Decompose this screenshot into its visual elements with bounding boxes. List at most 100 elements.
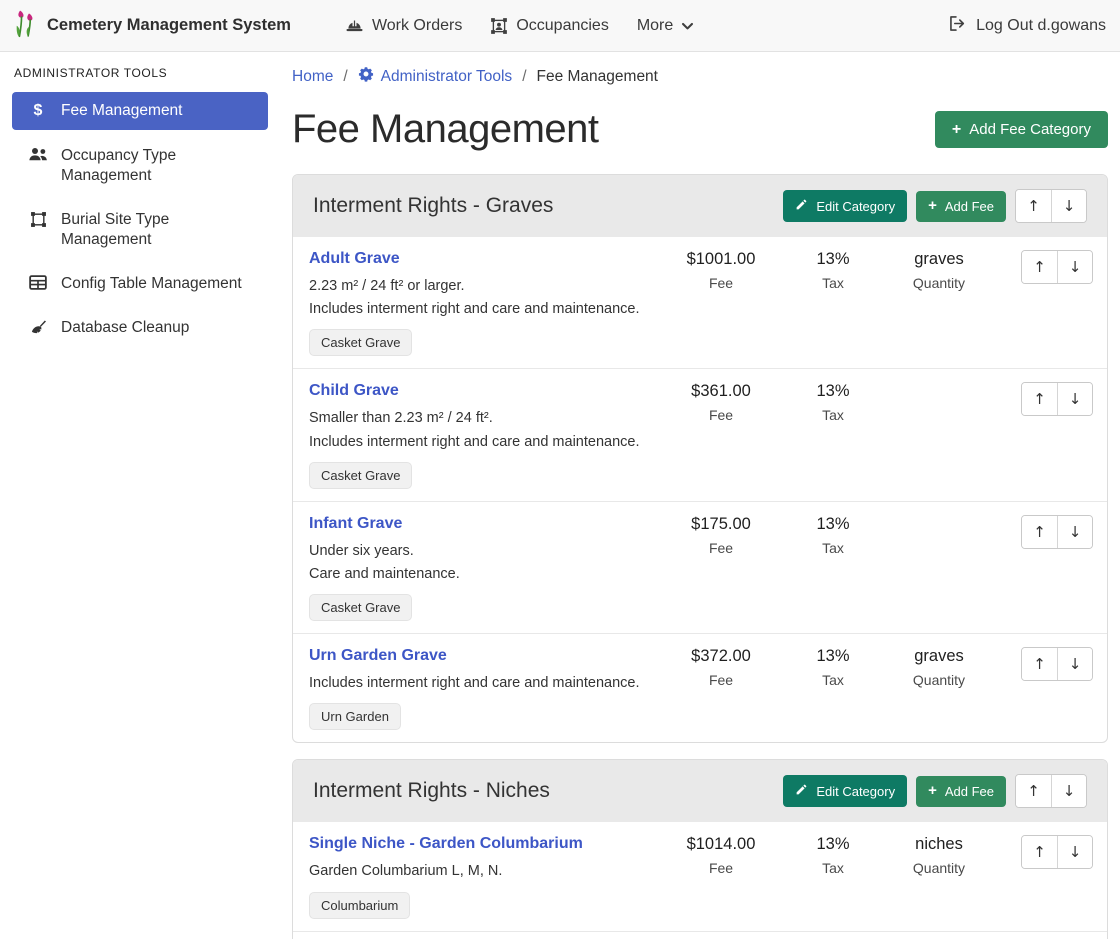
breadcrumb-home-link[interactable]: Home [292, 67, 334, 85]
fee-name-link[interactable]: Urn Garden Grave [309, 647, 447, 665]
fee-amount-label: Fee [708, 672, 734, 689]
nav-item-occupancies[interactable]: Occupancies [490, 17, 609, 35]
fee-description-1: Includes interment right and care and ma… [309, 675, 640, 692]
plus-icon: + [951, 120, 962, 138]
fee-tax-column: 13% Tax [785, 835, 881, 876]
move-fee-down-button[interactable]: ↓ [1057, 251, 1092, 283]
fee-reorder-group: ↑ ↓ [1021, 382, 1093, 417]
fee-category-header: Interment Rights - Graves Edit Category … [293, 175, 1107, 237]
fee-amount: $372.00 [691, 647, 751, 666]
fee-description-2: Includes interment right and care and ma… [309, 301, 640, 318]
fee-tax: 13% [816, 647, 850, 666]
fee-amount: $1001.00 [686, 250, 756, 268]
fee-name-link[interactable]: Child Grave [309, 382, 399, 400]
move-fee-down-button[interactable]: ↓ [1057, 836, 1092, 869]
edit-category-label: Edit Category [816, 198, 896, 214]
sidebar-item-burial-site-type-management[interactable]: Burial Site Type Management [12, 202, 268, 258]
main-content: Home / Administrator Tools / Fee Managem… [280, 52, 1120, 939]
move-fee-up-button[interactable]: ↑ [1022, 383, 1057, 416]
logout-button[interactable]: Log Out d.gowans [948, 15, 1106, 37]
nav-item-work-orders[interactable]: Work Orders [345, 17, 462, 35]
broom-icon [28, 319, 48, 335]
move-category-up-button[interactable]: ↑ [1016, 190, 1051, 222]
fee-quantity-column: niches Quantity [881, 835, 997, 876]
fee-quantity-label: Quantity [912, 275, 966, 291]
fee-tax-column: 13% Tax [785, 250, 881, 291]
move-fee-up-button[interactable]: ↑ [1022, 515, 1057, 548]
move-category-up-button[interactable]: ↑ [1016, 775, 1051, 808]
move-category-down-button[interactable]: ↓ [1051, 190, 1086, 222]
category-reorder-group: ↑ ↓ [1015, 189, 1087, 223]
fee-amount-column: $1001.00 Fee [657, 250, 785, 291]
fee-row: Single Niche - Garden Columbarium Garden… [293, 822, 1107, 932]
pencil-icon [795, 783, 808, 799]
fee-quantity-column [881, 515, 997, 521]
sidebar-item-occupancy-type-management[interactable]: Occupancy Type Management [12, 138, 268, 194]
move-fee-up-button[interactable]: ↑ [1022, 836, 1057, 869]
fee-name-link[interactable]: Single Niche - Garden Columbarium [309, 835, 583, 853]
nav-item-label: More [636, 16, 674, 34]
fee-type-badge: Casket Grave [309, 329, 413, 357]
top-navbar: Cemetery Management System Work Orders O… [0, 0, 1120, 52]
breadcrumb-admin-tools-link[interactable]: Administrator Tools [358, 66, 513, 87]
fee-name-link[interactable]: Adult Grave [309, 250, 400, 267]
fee-quantity-unit: niches [915, 835, 963, 854]
sidebar-item-database-cleanup[interactable]: Database Cleanup [12, 310, 268, 346]
fee-tax-column: 13% Tax [785, 382, 881, 423]
breadcrumb-current: Fee Management [536, 67, 659, 85]
fee-category-card: Interment Rights - Niches Edit Category … [292, 759, 1108, 939]
fee-tax-label: Tax [822, 860, 844, 877]
move-category-down-button[interactable]: ↓ [1051, 775, 1086, 808]
fee-category-header: Interment Rights - Niches Edit Category … [293, 760, 1107, 823]
add-fee-label: Add Fee [944, 198, 994, 214]
fee-name-link[interactable]: Infant Grave [309, 514, 403, 532]
move-fee-up-button[interactable]: ↑ [1022, 648, 1057, 681]
fee-row: Infant Grave Under six years. Care and m… [293, 502, 1107, 635]
fee-row: Companion Niche - Garden Columbarium Gar… [293, 932, 1107, 939]
fee-list: Single Niche - Garden Columbarium Garden… [293, 822, 1107, 939]
add-fee-category-button[interactable]: + Add Fee Category [934, 111, 1108, 148]
fee-amount-column: $175.00 Fee [657, 515, 785, 556]
fee-tax-label: Tax [822, 672, 844, 689]
chevron-down-icon [681, 21, 694, 31]
add-fee-label: Add Fee [944, 783, 994, 799]
occupant-portrait-icon [490, 17, 508, 35]
edit-category-button[interactable]: Edit Category [783, 775, 908, 808]
sidebar-item-config-table-management[interactable]: Config Table Management [12, 266, 268, 302]
nav-item-more[interactable]: More [637, 17, 694, 35]
nav-item-label: Occupancies [516, 16, 609, 34]
edit-category-label: Edit Category [816, 783, 896, 799]
add-fee-button[interactable]: + Add Fee [916, 190, 1006, 222]
nav-item-label: Work Orders [371, 16, 463, 34]
sidebar-item-label: Occupancy Type Management [61, 147, 177, 184]
fee-description-2: Care and maintenance. [309, 565, 460, 582]
fee-tax: 13% [816, 382, 850, 401]
pencil-icon [795, 198, 808, 214]
sidebar-item-fee-management[interactable]: $ Fee Management [12, 92, 268, 130]
add-fee-category-label: Add Fee Category [969, 121, 1091, 138]
app-title: Cemetery Management System [47, 16, 291, 34]
breadcrumb-admin-tools-label: Administrator Tools [380, 67, 513, 85]
tulip-logo-icon [14, 9, 39, 43]
edit-category-button[interactable]: Edit Category [783, 190, 908, 222]
fee-tax-column: 13% Tax [785, 647, 881, 688]
move-fee-down-button[interactable]: ↓ [1057, 515, 1092, 548]
plot-frame-icon [28, 211, 48, 228]
fee-reorder-group: ↑ ↓ [1021, 647, 1093, 682]
fee-type-badge: Casket Grave [309, 594, 413, 622]
move-fee-down-button[interactable]: ↓ [1057, 383, 1092, 416]
table-icon [28, 275, 48, 290]
fee-amount-label: Fee [708, 539, 734, 556]
sidebar-item-label: Database Cleanup [61, 319, 190, 336]
breadcrumb: Home / Administrator Tools / Fee Managem… [292, 64, 1108, 87]
fee-list: Adult Grave 2.23 m² / 24 ft² or larger. … [293, 237, 1107, 742]
app-brand[interactable]: Cemetery Management System [14, 9, 291, 43]
fee-categories: Interment Rights - Graves Edit Category … [292, 174, 1108, 939]
fee-type-badge: Columbarium [309, 891, 411, 919]
fee-amount-column: $361.00 Fee [657, 382, 785, 423]
fee-description-1: 2.23 m² / 24 ft² or larger. [309, 278, 465, 294]
fee-tax-column: 13% Tax [785, 515, 881, 556]
move-fee-up-button[interactable]: ↑ [1022, 251, 1057, 283]
move-fee-down-button[interactable]: ↓ [1057, 648, 1092, 681]
add-fee-button[interactable]: + Add Fee [916, 775, 1006, 807]
